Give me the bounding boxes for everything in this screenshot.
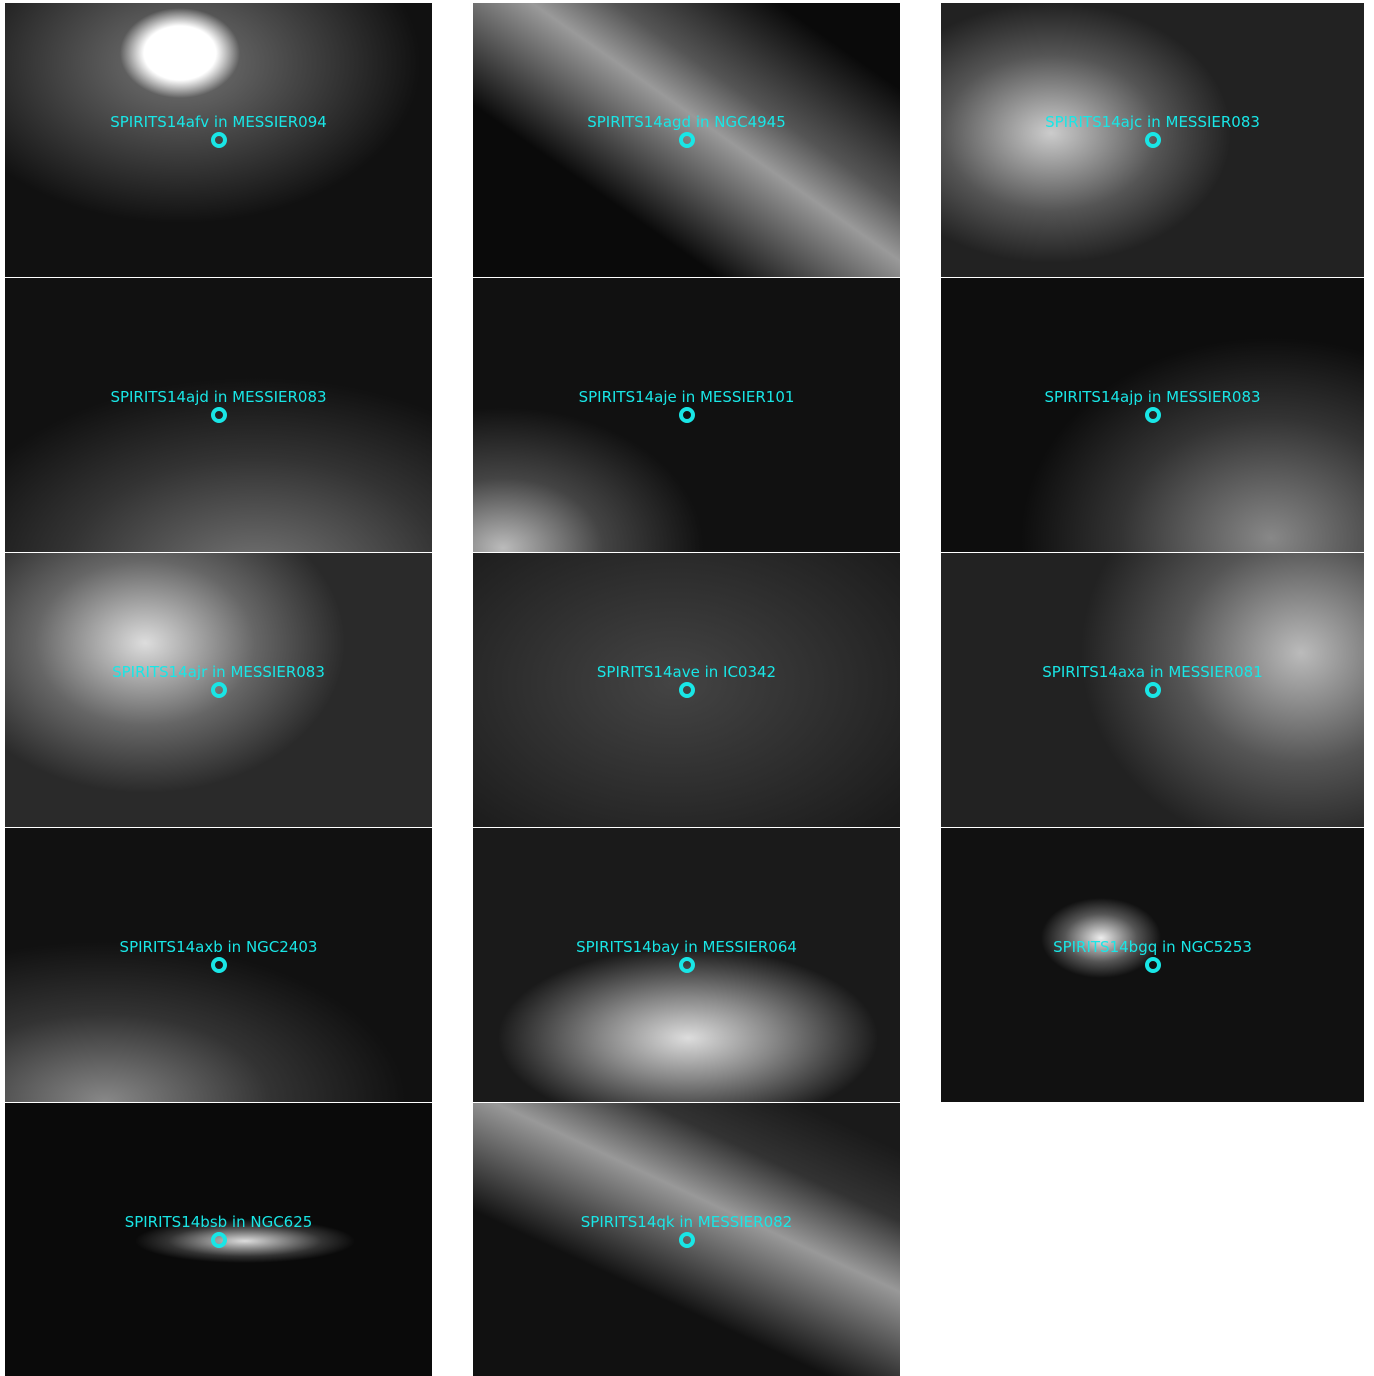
- panel-label: SPIRITS14aje in MESSIER101: [578, 388, 795, 406]
- image-panel: SPIRITS14qk in MESSIER082: [473, 1103, 900, 1376]
- panel-label: SPIRITS14ajc in MESSIER083: [1045, 113, 1260, 131]
- transient-marker: [210, 407, 227, 423]
- panel-label: SPIRITS14agd in NGC4945: [587, 113, 786, 131]
- transient-marker: [678, 682, 695, 698]
- transient-marker: [1144, 407, 1161, 423]
- panel-label: SPIRITS14ajr in MESSIER083: [112, 663, 325, 681]
- image-panel: SPIRITS14ajp in MESSIER083: [941, 278, 1364, 552]
- transient-marker: [1144, 957, 1161, 973]
- image-panel: SPIRITS14ajr in MESSIER083: [5, 553, 432, 827]
- transient-marker: [678, 132, 695, 148]
- panel-label: SPIRITS14axb in NGC2403: [119, 938, 318, 956]
- panel-label: SPIRITS14afv in MESSIER094: [110, 113, 327, 131]
- image-panel: SPIRITS14agd in NGC4945: [473, 3, 900, 277]
- transient-marker: [210, 1232, 227, 1248]
- transient-marker: [678, 407, 695, 423]
- transient-marker: [1144, 132, 1161, 148]
- panel-label: SPIRITS14ave in IC0342: [596, 663, 777, 681]
- image-panel: SPIRITS14bgq in NGC5253: [941, 828, 1364, 1102]
- image-panel: SPIRITS14bay in MESSIER064: [473, 828, 900, 1102]
- panel-label: SPIRITS14bgq in NGC5253: [1053, 938, 1252, 956]
- transient-marker: [210, 682, 227, 698]
- transient-marker: [678, 957, 695, 973]
- image-panel: SPIRITS14ajd in MESSIER083: [5, 278, 432, 552]
- image-panel: SPIRITS14axa in MESSIER081: [941, 553, 1364, 827]
- image-panel: SPIRITS14bsb in NGC625: [5, 1103, 432, 1376]
- panel-label: SPIRITS14axa in MESSIER081: [1042, 663, 1263, 681]
- panel-label: SPIRITS14bay in MESSIER064: [576, 938, 797, 956]
- transient-marker: [678, 1232, 695, 1248]
- panel-label: SPIRITS14bsb in NGC625: [124, 1213, 313, 1231]
- panel-label: SPIRITS14qk in MESSIER082: [580, 1213, 793, 1231]
- image-panel: SPIRITS14axb in NGC2403: [5, 828, 432, 1102]
- image-panel: SPIRITS14afv in MESSIER094: [5, 3, 432, 277]
- image-panel: SPIRITS14ave in IC0342: [473, 553, 900, 827]
- transient-marker: [1144, 682, 1161, 698]
- panel-label: SPIRITS14ajp in MESSIER083: [1044, 388, 1261, 406]
- panel-label: SPIRITS14ajd in MESSIER083: [110, 388, 327, 406]
- transient-marker: [210, 957, 227, 973]
- image-panel: SPIRITS14ajc in MESSIER083: [941, 3, 1364, 277]
- image-panel: SPIRITS14aje in MESSIER101: [473, 278, 900, 552]
- transient-marker: [210, 132, 227, 148]
